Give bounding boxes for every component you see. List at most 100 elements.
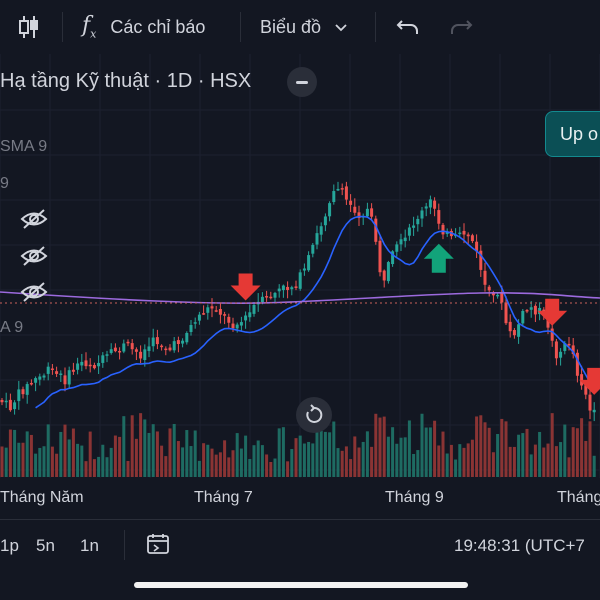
candle-body [504, 302, 508, 324]
candle-body [260, 296, 264, 303]
candlestick-icon[interactable] [18, 0, 40, 54]
candle-body [512, 330, 516, 336]
volume-bar [139, 413, 143, 477]
candle-body [151, 337, 155, 347]
volume-bar [206, 444, 210, 477]
indicator-label-sma: SMA 9 [0, 138, 48, 155]
collapse-legend-button[interactable] [287, 67, 317, 97]
eye-off-icon[interactable] [20, 208, 48, 230]
volume-bar [294, 438, 298, 477]
candle-body [92, 365, 96, 369]
volume-bar [487, 427, 491, 477]
volume-bar [168, 428, 172, 477]
volume-bar [521, 433, 525, 477]
candle-body [559, 351, 563, 358]
timeframe-1p[interactable]: 1p [0, 536, 19, 555]
volume-bar [563, 424, 567, 477]
home-indicator [134, 582, 468, 588]
candle-body [63, 375, 67, 385]
candle-body [420, 210, 424, 219]
volume-bar [302, 443, 306, 477]
candle-body [277, 288, 281, 292]
candle-body [475, 241, 479, 252]
volume-bar [227, 457, 231, 477]
volume-bar [454, 459, 458, 477]
candle-body [588, 394, 592, 411]
candle-body [143, 349, 147, 361]
reset-chart-button[interactable] [296, 397, 332, 433]
volume-bar [416, 450, 420, 477]
candle-body [55, 371, 59, 374]
candle-body [206, 307, 210, 313]
volume-bar [4, 447, 8, 477]
volume-bar [256, 440, 260, 477]
volume-bar [84, 461, 88, 477]
undo-button[interactable] [396, 0, 420, 54]
date-range-icon[interactable] [146, 532, 170, 556]
candle-body [575, 352, 579, 376]
volume-bar [332, 421, 336, 477]
volume-bar [554, 446, 558, 477]
candle-body [483, 270, 487, 285]
volume-bar [17, 442, 21, 477]
sell-arrow [230, 273, 261, 301]
candle-body [546, 316, 550, 328]
volume-bar [76, 443, 80, 477]
volume-bar [164, 456, 168, 477]
volume-bar [567, 457, 571, 477]
candle-body [386, 262, 390, 282]
redo-button[interactable] [449, 0, 473, 54]
price-chart[interactable] [0, 54, 600, 479]
volume-bar [172, 423, 176, 477]
sell-arrow [537, 298, 568, 326]
candle-body [340, 188, 344, 190]
sell-arrow [579, 367, 600, 395]
undo-icon [396, 20, 418, 34]
candle-body [424, 206, 428, 209]
candle-body [252, 304, 256, 314]
volume-bar [517, 434, 521, 477]
volume-bar [34, 453, 38, 477]
volume-bar [269, 461, 273, 477]
candle-body [378, 240, 382, 273]
symbol-legend-title[interactable]: Hạ tầng Kỹ thuật · 1D · HSX [0, 70, 252, 92]
candle-body [496, 294, 500, 297]
candle-body [130, 343, 134, 350]
timeframe-5n[interactable]: 5n [36, 536, 55, 555]
clock-readout[interactable]: 19:48:31 (UTC+7 [454, 536, 585, 555]
volume-bar [134, 438, 138, 477]
candle-body [8, 399, 12, 411]
candle-body [122, 343, 126, 352]
volume-bar [538, 431, 542, 477]
volume-bar [588, 421, 592, 477]
volume-bar [80, 445, 84, 477]
eye-off-icon[interactable] [20, 245, 48, 267]
volume-bar [311, 443, 315, 477]
candle-body [290, 287, 294, 290]
timeframe-1n[interactable]: 1n [80, 536, 99, 555]
volume-bar [105, 457, 109, 477]
volume-bar [0, 446, 4, 477]
candle-body [239, 322, 243, 326]
volume-bar [529, 454, 533, 477]
reset-icon [306, 404, 323, 423]
candle-body [307, 255, 311, 271]
volume-bar [185, 430, 189, 477]
candle-body [286, 286, 290, 290]
candle-body [344, 186, 348, 200]
candle-body [353, 206, 357, 213]
candle-body [164, 348, 168, 351]
chart-type-dropdown[interactable]: Biểu đồ [260, 0, 349, 54]
candle-body [0, 399, 4, 403]
volume-bar [370, 446, 374, 477]
candle-body [500, 293, 504, 303]
candle-body [88, 364, 92, 367]
eye-off-icon[interactable] [20, 281, 48, 303]
indicators-button[interactable]: fx Các chỉ báo [82, 0, 205, 54]
volume-bar [71, 428, 75, 477]
candle-body [323, 216, 327, 226]
candle-body [302, 268, 306, 271]
volume-bar [143, 419, 147, 477]
tooltip-popup[interactable]: Up o [545, 111, 600, 157]
volume-bar [202, 443, 206, 477]
